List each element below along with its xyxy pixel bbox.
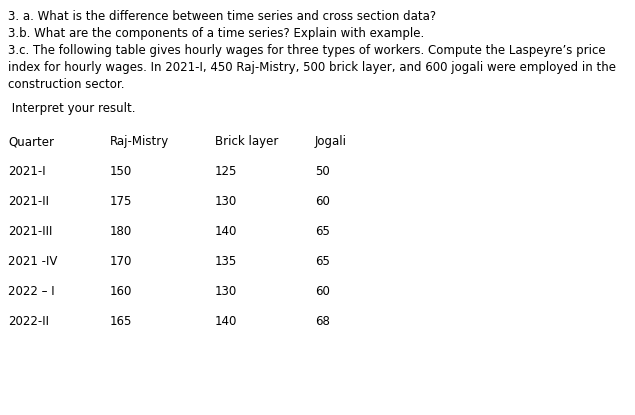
Text: 150: 150 bbox=[110, 165, 132, 178]
Text: 60: 60 bbox=[315, 285, 330, 298]
Text: 2021-II: 2021-II bbox=[8, 195, 49, 208]
Text: 3.b. What are the components of a time series? Explain with example.: 3.b. What are the components of a time s… bbox=[8, 27, 424, 40]
Text: 50: 50 bbox=[315, 165, 330, 178]
Text: 170: 170 bbox=[110, 255, 132, 268]
Text: Quarter: Quarter bbox=[8, 135, 54, 148]
Text: 160: 160 bbox=[110, 285, 132, 298]
Text: 68: 68 bbox=[315, 315, 330, 328]
Text: 175: 175 bbox=[110, 195, 132, 208]
Text: 2021 -IV: 2021 -IV bbox=[8, 255, 57, 268]
Text: 125: 125 bbox=[215, 165, 237, 178]
Text: 165: 165 bbox=[110, 315, 132, 328]
Text: 135: 135 bbox=[215, 255, 237, 268]
Text: Brick layer: Brick layer bbox=[215, 135, 278, 148]
Text: 60: 60 bbox=[315, 195, 330, 208]
Text: 130: 130 bbox=[215, 285, 237, 298]
Text: 2022 – I: 2022 – I bbox=[8, 285, 55, 298]
Text: Raj-Mistry: Raj-Mistry bbox=[110, 135, 170, 148]
Text: 140: 140 bbox=[215, 225, 237, 238]
Text: construction sector.: construction sector. bbox=[8, 78, 124, 91]
Text: 3. a. What is the difference between time series and cross section data?: 3. a. What is the difference between tim… bbox=[8, 10, 436, 23]
Text: index for hourly wages. In 2021-I, 450 Raj-Mistry, 500 brick layer, and 600 joga: index for hourly wages. In 2021-I, 450 R… bbox=[8, 61, 616, 74]
Text: 2021-III: 2021-III bbox=[8, 225, 52, 238]
Text: 140: 140 bbox=[215, 315, 237, 328]
Text: 3.c. The following table gives hourly wages for three types of workers. Compute : 3.c. The following table gives hourly wa… bbox=[8, 44, 606, 57]
Text: 180: 180 bbox=[110, 225, 132, 238]
Text: 2022-II: 2022-II bbox=[8, 315, 49, 328]
Text: 130: 130 bbox=[215, 195, 237, 208]
Text: 65: 65 bbox=[315, 225, 330, 238]
Text: 65: 65 bbox=[315, 255, 330, 268]
Text: 2021-I: 2021-I bbox=[8, 165, 46, 178]
Text: Interpret your result.: Interpret your result. bbox=[8, 102, 135, 115]
Text: Jogali: Jogali bbox=[315, 135, 347, 148]
